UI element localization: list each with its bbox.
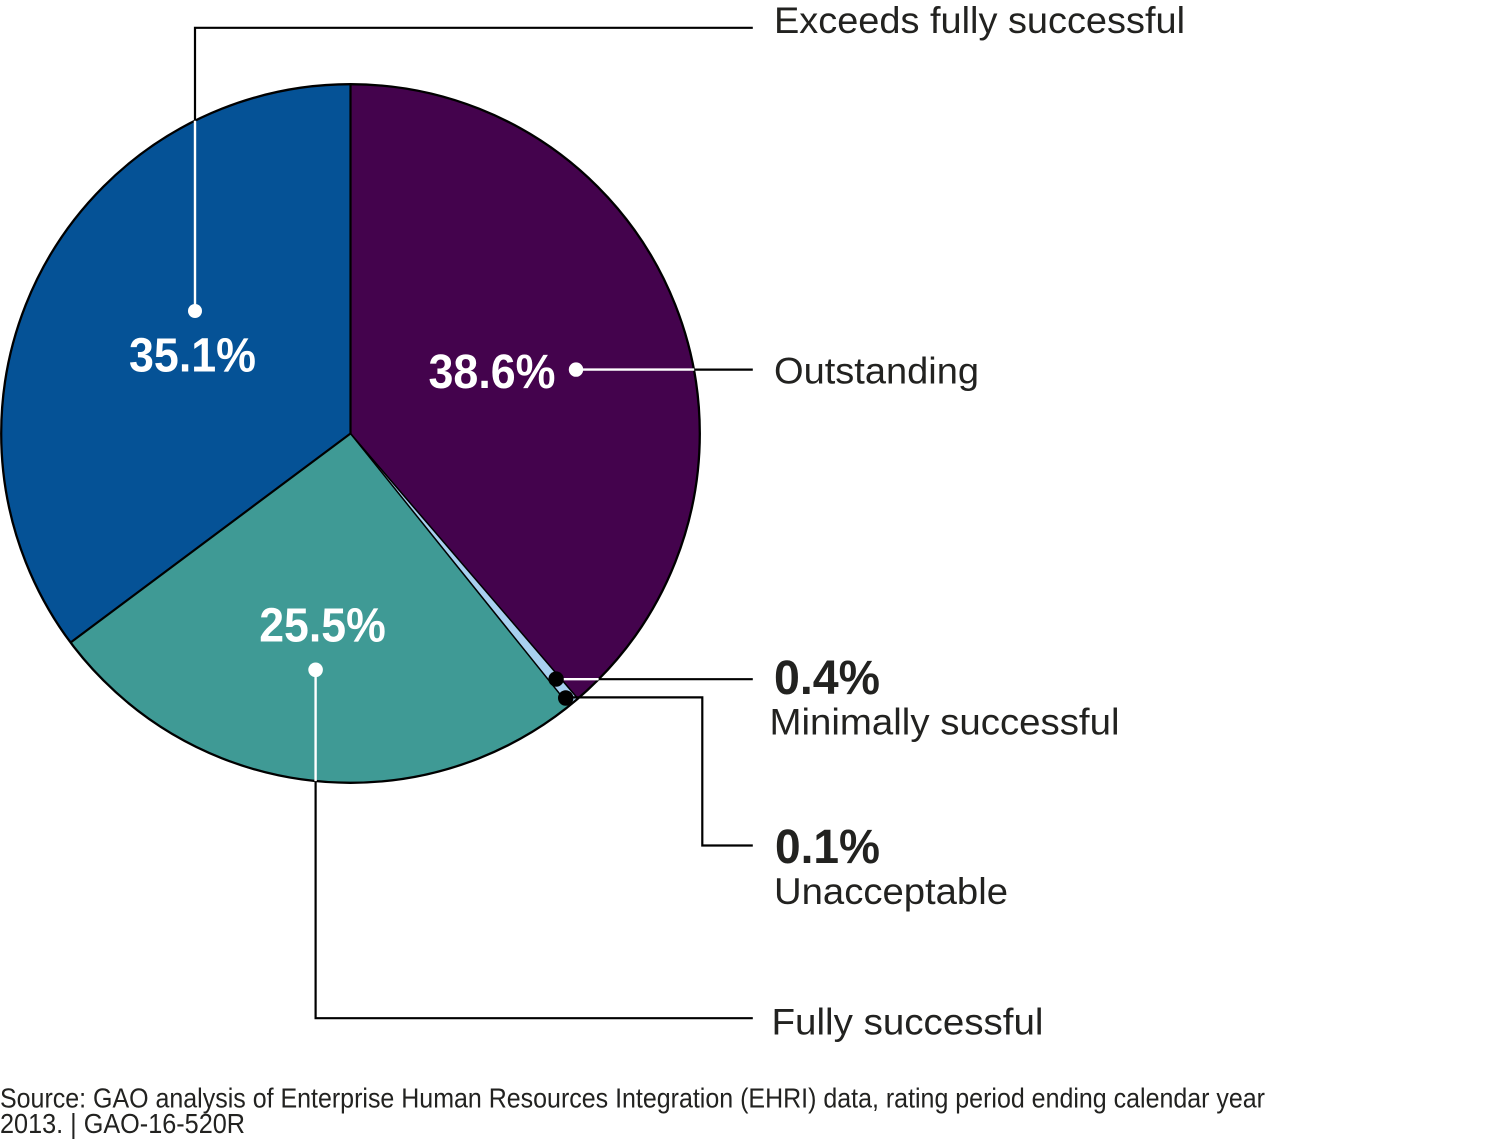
- svg-text:38.6%: 38.6%: [429, 346, 556, 399]
- svg-text:Exceeds fully successful: Exceeds fully successful: [774, 0, 1185, 41]
- svg-text:Minimally successful: Minimally successful: [770, 701, 1120, 743]
- svg-text:Fully successful: Fully successful: [772, 1001, 1044, 1043]
- svg-text:Source: GAO analysis of Enterp: Source: GAO analysis of Enterprise Human…: [0, 1083, 1265, 1114]
- svg-text:0.4%: 0.4%: [774, 652, 880, 705]
- svg-text:Unacceptable: Unacceptable: [774, 870, 1008, 912]
- svg-text:2013. | GAO-16-520R: 2013. | GAO-16-520R: [0, 1108, 245, 1139]
- svg-text:Outstanding: Outstanding: [774, 350, 979, 392]
- svg-text:0.1%: 0.1%: [775, 821, 880, 874]
- svg-text:35.1%: 35.1%: [129, 330, 256, 383]
- svg-text:25.5%: 25.5%: [259, 600, 386, 653]
